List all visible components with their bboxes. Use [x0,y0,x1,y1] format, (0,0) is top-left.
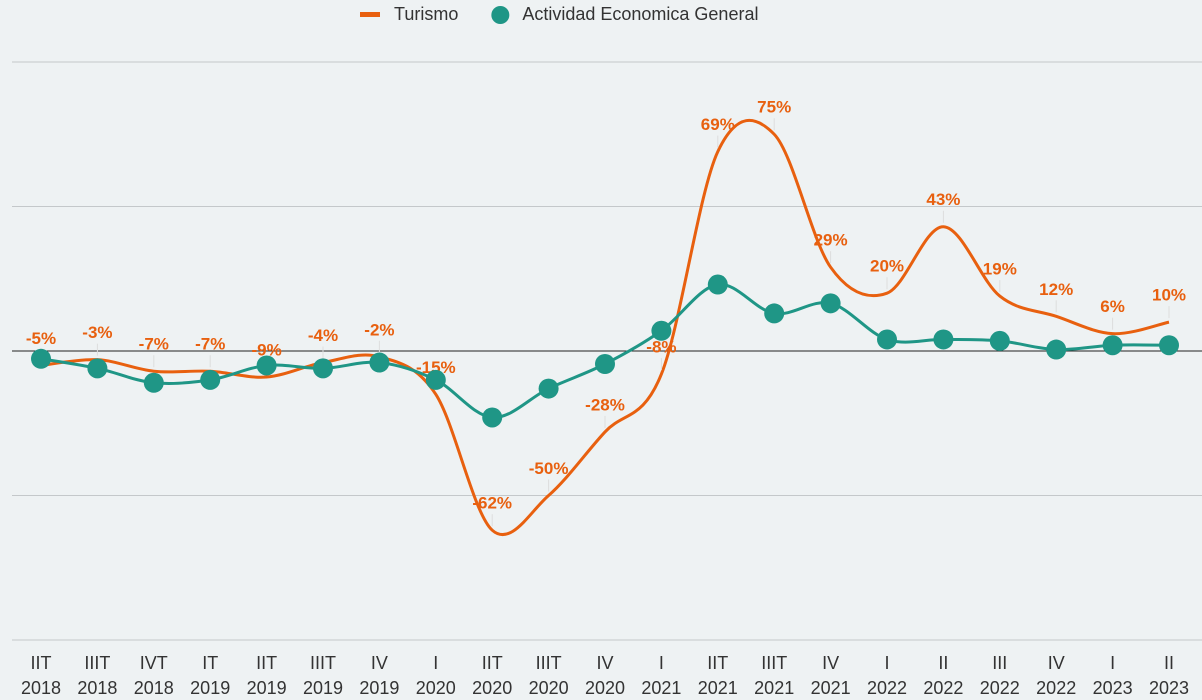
point [538,378,559,399]
point [87,358,108,379]
data-label: 6% [1100,297,1125,316]
x-tick-label: IV [596,653,613,673]
x-tick-label: 2023 [1093,678,1133,698]
x-tick-label: 2018 [21,678,61,698]
x-tick-label: IIT [256,653,277,673]
x-tick-label: I [1110,653,1115,673]
data-label: 12% [1039,280,1073,299]
x-tick-label: I [659,653,664,673]
legend-label: Actividad Economica General [522,4,758,24]
point [1102,335,1123,356]
x-tick-label: 2020 [472,678,512,698]
x-tick-label: IIIT [536,653,562,673]
x-tick-label: IT [202,653,218,673]
data-label: -3% [82,323,112,342]
point [1159,335,1179,356]
x-tick-label: 2022 [980,678,1020,698]
legend-label: Turismo [394,4,458,24]
data-label: -28% [585,395,625,414]
data-label: -8% [646,338,676,357]
x-tick-label: 2020 [416,678,456,698]
point [425,369,446,390]
data-label: -5% [26,329,56,348]
point [482,407,503,428]
point [989,330,1010,351]
legend-swatch [360,12,380,17]
data-label: -7% [139,335,169,354]
data-label: -50% [529,459,569,478]
point [143,372,164,393]
x-tick-label: 2021 [698,678,738,698]
x-tick-label: IV [822,653,839,673]
x-tick-label: 2020 [585,678,625,698]
data-label: -2% [364,320,394,339]
x-tick-label: 2018 [77,678,117,698]
x-tick-label: 2021 [641,678,681,698]
x-tick-label: IIT [707,653,728,673]
x-tick-label: IIT [482,653,503,673]
data-label: -9% [251,340,281,359]
point [200,369,221,390]
point [595,354,615,375]
data-label: 10% [1152,286,1186,305]
x-tick-label: 2022 [1036,678,1076,698]
x-tick-label: IIIT [761,653,787,673]
data-label: 43% [926,190,960,209]
point [651,320,672,341]
data-label: 19% [983,260,1017,279]
x-tick-label: IV [371,653,388,673]
x-tick-label: 2023 [1149,678,1189,698]
x-tick-label: 2022 [923,678,963,698]
x-tick-label: 2019 [247,678,287,698]
data-label: -7% [195,335,225,354]
x-tick-label: IVT [140,653,168,673]
x-tick-label: IIIT [84,653,110,673]
data-label: 20% [870,257,904,276]
x-tick-label: 2021 [754,678,794,698]
point [707,274,728,295]
data-label: -62% [472,494,512,513]
x-tick-label: I [433,653,438,673]
x-tick-label: 2020 [529,678,569,698]
x-tick-label: IIIT [310,653,336,673]
point [877,329,897,350]
point [31,348,51,369]
point [764,303,785,324]
x-tick-label: I [884,653,889,673]
point [1046,339,1067,360]
x-tick-label: IIT [31,653,52,673]
legend-swatch [491,6,510,24]
x-tick-label: 2018 [134,678,174,698]
point [256,355,277,376]
x-tick-label: III [992,653,1007,673]
x-tick-label: 2022 [867,678,907,698]
data-label: 75% [757,98,791,117]
x-tick-label: 2019 [359,678,399,698]
data-label: 29% [814,231,848,250]
series-line [40,119,1170,537]
x-tick-label: II [1164,653,1174,673]
x-tick-label: 2019 [190,678,230,698]
x-tick-label: II [938,653,948,673]
x-tick-label: 2021 [811,678,851,698]
data-label: -4% [308,326,338,345]
data-label: -15% [416,358,456,377]
x-tick-label: IV [1048,653,1065,673]
point [820,293,841,314]
point [369,352,390,373]
x-tick-label: 2019 [303,678,343,698]
point [933,329,954,350]
point [313,358,333,379]
data-label: 69% [701,115,735,134]
